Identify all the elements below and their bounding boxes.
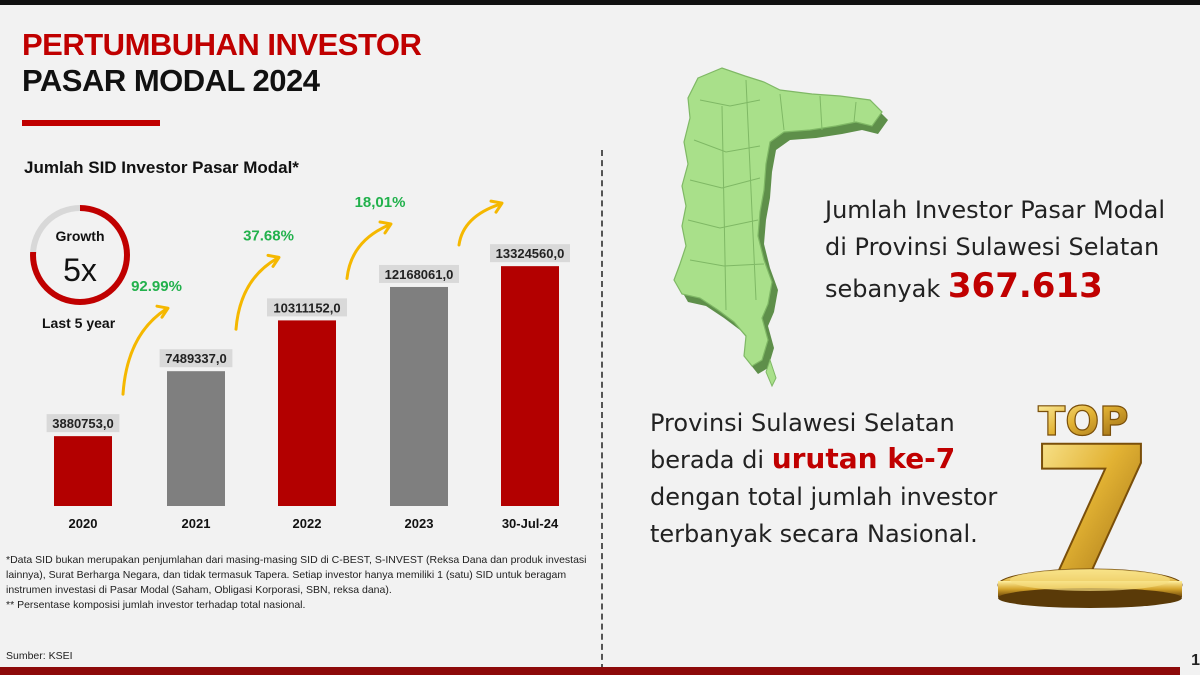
growth-arrow-icon bbox=[345, 223, 391, 280]
rank-info: Provinsi Sulawesi Selatan berada di urut… bbox=[650, 405, 997, 553]
footnote-2: ** Persentase komposisi jumlah investor … bbox=[6, 599, 306, 611]
page-title-line2: PASAR MODAL 2024 bbox=[22, 63, 320, 98]
info-line1: Jumlah Investor Pasar Modal bbox=[825, 196, 1166, 224]
x-tick-label: 2023 bbox=[405, 516, 434, 531]
x-tick-label: 2022 bbox=[293, 516, 322, 531]
section-divider bbox=[601, 150, 603, 670]
bar-2022 bbox=[278, 320, 336, 506]
rank-line2: berada di urutan ke-7 bbox=[650, 442, 997, 479]
value-label: 7489337,0 bbox=[165, 351, 226, 366]
rank-prefix: berada di bbox=[650, 446, 765, 474]
growth-label: 18,01% bbox=[355, 194, 406, 211]
chart-title: Jumlah SID Investor Pasar Modal* bbox=[24, 158, 299, 177]
value-label: 10311152,0 bbox=[273, 300, 340, 315]
trophy-top-text: TOP bbox=[1038, 399, 1129, 445]
bar-30-Jul-24 bbox=[501, 266, 559, 506]
info-line3: sebanyak 367.613 bbox=[825, 266, 1165, 308]
growth-arrow-icon bbox=[457, 202, 502, 247]
growth-arrowhead-icon bbox=[266, 253, 281, 268]
growth-value: 5x bbox=[63, 252, 97, 288]
source-note: Sumber: KSEI bbox=[6, 650, 73, 662]
footnote-1: *Data SID bukan merupakan penjumlahan da… bbox=[6, 554, 587, 596]
bar-2023 bbox=[390, 286, 448, 506]
rank-line4: terbanyak secara Nasional. bbox=[650, 520, 978, 548]
top7-trophy-icon: TOP 7 bbox=[997, 398, 1183, 610]
growth-label: 37.68% bbox=[243, 227, 294, 244]
footnotes: *Data SID bukan merupakan penjumlahan da… bbox=[6, 553, 596, 613]
info-prefix: sebanyak bbox=[825, 275, 941, 303]
value-label: 13324560,0 bbox=[496, 246, 565, 261]
growth-label: Growth bbox=[55, 228, 105, 244]
growth-arrowhead-icon bbox=[489, 199, 504, 214]
growth-arrowhead-icon bbox=[378, 220, 393, 235]
bottom-bar bbox=[0, 667, 1180, 675]
growth-arrowhead-icon bbox=[155, 304, 170, 319]
bar-2021 bbox=[167, 371, 225, 506]
value-label-bg bbox=[267, 298, 347, 317]
investor-count-info: Jumlah Investor Pasar Modal di Provinsi … bbox=[825, 192, 1165, 308]
value-label: 3880753,0 bbox=[52, 416, 113, 431]
rank-highlight: urutan ke-7 bbox=[771, 442, 956, 475]
x-tick-label: 30-Jul-24 bbox=[502, 516, 559, 531]
x-tick-label: 2020 bbox=[69, 516, 98, 531]
sulawesi-selatan-map-icon bbox=[673, 67, 888, 388]
rank-line3: dengan total jumlah investor bbox=[650, 483, 998, 511]
value-label-bg bbox=[159, 349, 233, 368]
growth-period: Last 5 year bbox=[42, 315, 116, 331]
growth-arrow-icon bbox=[234, 256, 279, 331]
top-bar bbox=[0, 0, 1200, 5]
investor-bar-chart: 3880753,0 2020 7489337,0 2021 10311152,0 2022… bbox=[46, 190, 570, 531]
bar-2020 bbox=[54, 436, 112, 506]
page-title-line1: PERTUMBUHAN INVESTOR bbox=[22, 27, 422, 62]
growth-label: 92.99% bbox=[131, 278, 182, 295]
x-tick-label: 2021 bbox=[182, 516, 211, 531]
page-number: 1 bbox=[1191, 652, 1200, 669]
investor-count-value: 367.613 bbox=[947, 266, 1103, 306]
value-label-bg bbox=[490, 244, 570, 263]
value-label-bg bbox=[46, 414, 120, 433]
info-line2: di Provinsi Sulawesi Selatan bbox=[825, 233, 1160, 261]
title-underline bbox=[22, 120, 160, 126]
rank-line1: Provinsi Sulawesi Selatan bbox=[650, 409, 955, 437]
growth-arrow-icon bbox=[121, 307, 168, 396]
value-label-bg bbox=[379, 264, 459, 283]
value-label: 12168061,0 bbox=[385, 267, 454, 282]
growth-ring-icon bbox=[30, 205, 130, 305]
